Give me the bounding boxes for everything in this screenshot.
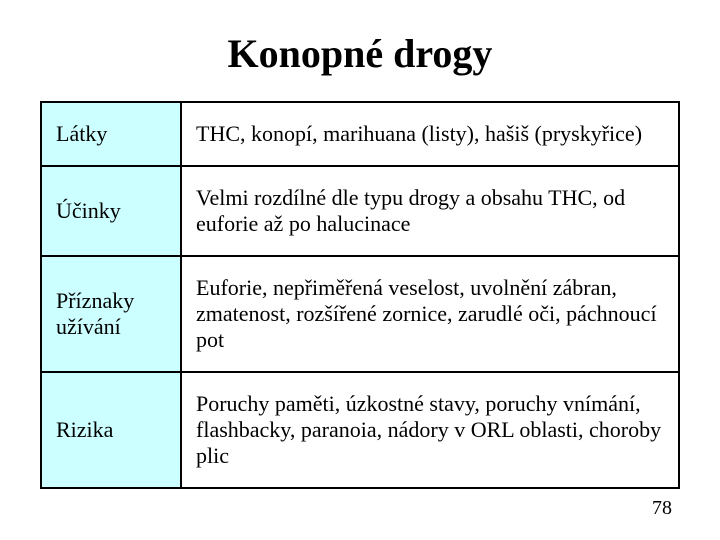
- table-row: Látky THC, konopí, marihuana (listy), ha…: [41, 102, 679, 166]
- table-row: Příznaky užívání Euforie, nepřiměřená ve…: [41, 256, 679, 372]
- row-label: Látky: [41, 102, 181, 166]
- row-value: Poruchy paměti, úzkostné stavy, poruchy …: [181, 372, 679, 488]
- row-value: Velmi rozdílné dle typu drogy a obsahu T…: [181, 166, 679, 256]
- slide: Konopné drogy Látky THC, konopí, marihua…: [0, 0, 720, 540]
- table-row: Rizika Poruchy paměti, úzkostné stavy, p…: [41, 372, 679, 488]
- row-value: THC, konopí, marihuana (listy), hašiš (p…: [181, 102, 679, 166]
- slide-title: Konopné drogy: [40, 30, 680, 77]
- content-table: Látky THC, konopí, marihuana (listy), ha…: [40, 101, 680, 489]
- row-value: Euforie, nepřiměřená veselost, uvolnění …: [181, 256, 679, 372]
- page-number: 78: [652, 497, 672, 520]
- row-label: Účinky: [41, 166, 181, 256]
- row-label: Příznaky užívání: [41, 256, 181, 372]
- row-label: Rizika: [41, 372, 181, 488]
- table-row: Účinky Velmi rozdílné dle typu drogy a o…: [41, 166, 679, 256]
